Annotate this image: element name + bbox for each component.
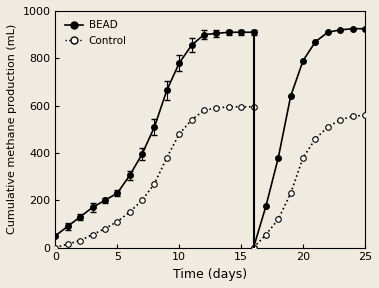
- Y-axis label: Cumulative methane production (mL): Cumulative methane production (mL): [7, 24, 17, 234]
- Legend: BEAD, Control: BEAD, Control: [61, 16, 131, 50]
- X-axis label: Time (days): Time (days): [173, 268, 247, 281]
